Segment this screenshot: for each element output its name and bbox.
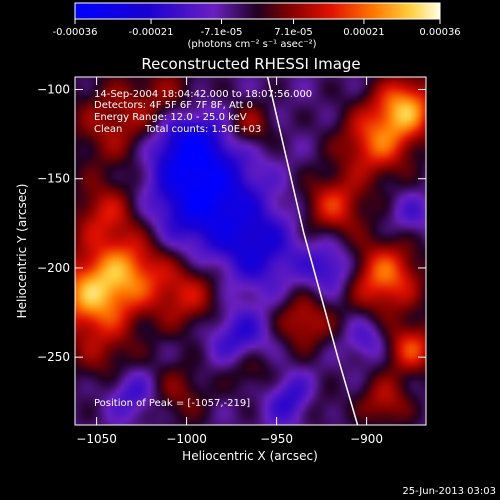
colorbar-tick-label: 0.00036: [419, 27, 460, 38]
x-tick-label: −1050: [76, 432, 117, 446]
render-date: 25-Jun-2013 03:03: [402, 486, 496, 497]
plot-frame: [74, 76, 427, 426]
heatmap-image: [75, 77, 426, 425]
colorbar-tick-label: -0.00036: [53, 27, 98, 38]
colorbar-unit: (photons cm⁻² s⁻¹ asec⁻²): [187, 39, 316, 50]
chart-title: Reconstructed RHESSI Image: [141, 55, 360, 73]
time-range-label: 14-Sep-2004 18:04:42.000 to 18:07:56.000: [94, 89, 312, 100]
colorbar-ticks: -0.00036 -0.00021 -7.1e-05 7.1e-05 0.00021 0.…: [53, 19, 461, 38]
y-axis-label: Heliocentric Y (arcsec): [15, 184, 29, 319]
colorbar-tick-label: 7.1e-05: [274, 27, 312, 38]
colorbar-tick-label: -7.1e-05: [201, 27, 243, 38]
colorbar-tick-label: -0.00021: [129, 27, 174, 38]
y-tick-label: −100: [37, 82, 70, 96]
x-axis-label: Heliocentric X (arcsec): [182, 449, 318, 463]
y-tick-label: −150: [37, 172, 70, 186]
peak-position-label: Position of Peak = [-1057,-219]: [94, 398, 250, 409]
detectors-label: Detectors: 4F 5F 6F 7F 8F, Att 0: [94, 100, 253, 111]
energy-range-label: Energy Range: 12.0 - 25.0 keV: [94, 112, 247, 123]
method-label: Clean: [94, 124, 122, 135]
heatmap-area: [75, 77, 426, 425]
x-tick-label: −1000: [166, 432, 207, 446]
colorbar-tick-label: 0.00021: [343, 27, 384, 38]
y-tick-label: −250: [37, 350, 70, 364]
colorbar: [74, 2, 441, 20]
total-counts-label: Total counts: 1.50E+03: [144, 124, 261, 135]
x-tick-label: −900: [350, 432, 383, 446]
solar-limb-line: [266, 77, 359, 425]
axis-ticks: −1050 −1000 −950 −900 −250 −200 −150 −100: [37, 77, 426, 446]
x-tick-label: −950: [260, 432, 293, 446]
y-tick-label: −200: [37, 261, 70, 275]
